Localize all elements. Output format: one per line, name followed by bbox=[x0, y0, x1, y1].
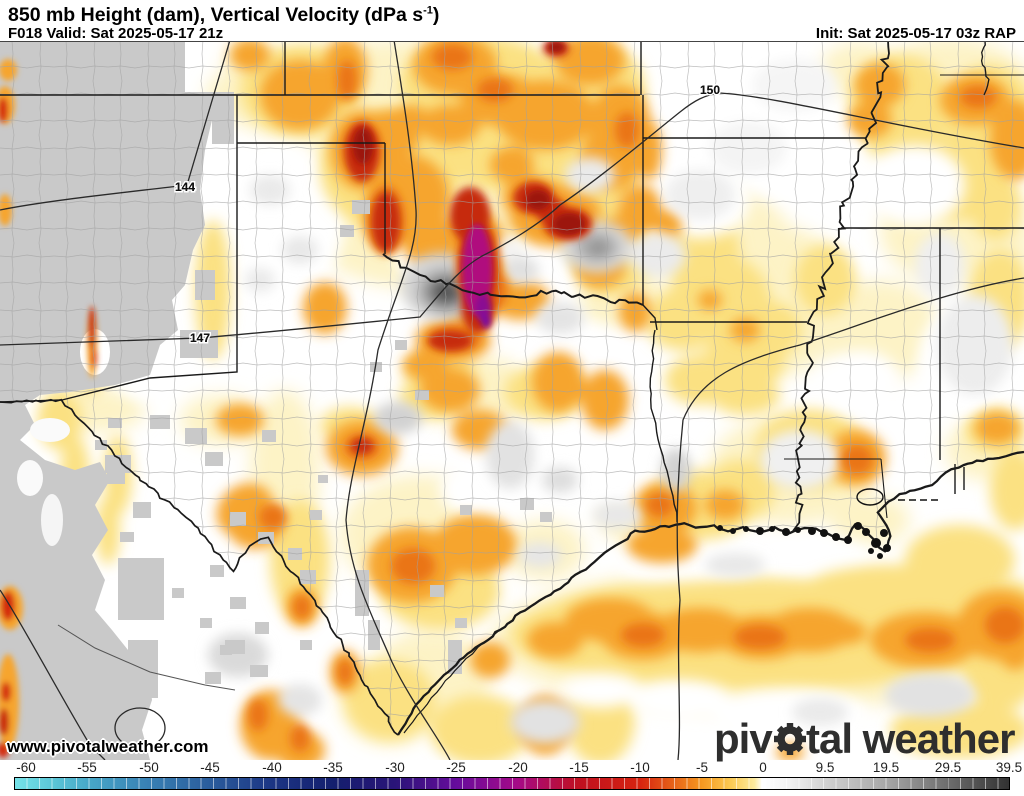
svg-text:tal weather: tal weather bbox=[806, 715, 1015, 762]
svg-text:147: 147 bbox=[190, 331, 210, 345]
svg-text:150: 150 bbox=[700, 83, 720, 97]
svg-text:144: 144 bbox=[175, 180, 195, 194]
svg-text:piv: piv bbox=[714, 715, 773, 762]
svg-text:147: 147 bbox=[190, 331, 210, 345]
svg-text:144: 144 bbox=[175, 180, 195, 194]
svg-text:150: 150 bbox=[700, 83, 720, 97]
